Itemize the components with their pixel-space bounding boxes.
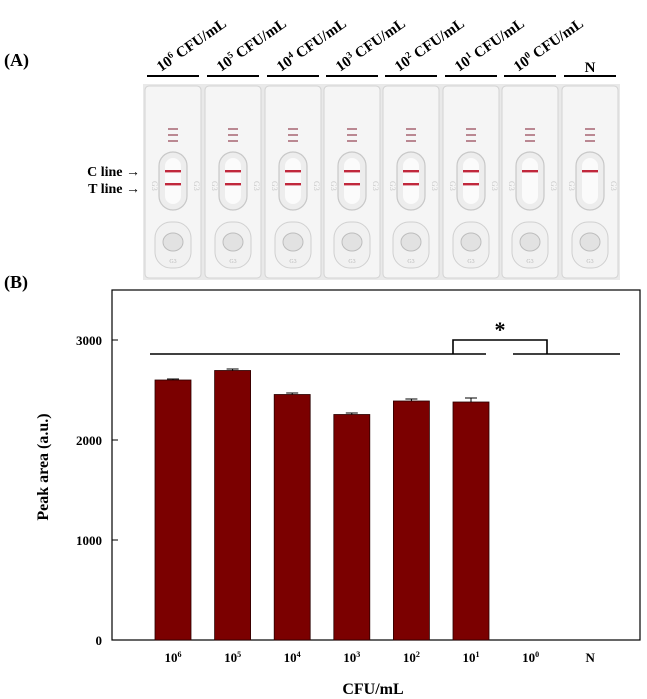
y-tick-label: 0: [96, 633, 103, 648]
t-line: [225, 183, 241, 186]
strip-code-right: G3: [549, 181, 558, 191]
t-line: [403, 183, 419, 186]
x-tick-label: 104: [284, 650, 301, 665]
c-line: [403, 170, 419, 173]
strip-code-left: G3: [329, 181, 338, 191]
bar: [333, 414, 371, 641]
panel-b-bar-chart: (B) 0 1000 2000 3000 106 105 104 103 102 101 100 N…: [4, 272, 641, 698]
t-line: [344, 183, 360, 186]
test-strip: G3 G3 G3: [204, 85, 262, 279]
membrane: [403, 158, 419, 204]
c-line: [165, 170, 181, 173]
test-strip: G3 G3 G3: [442, 85, 500, 279]
strip-code-left: G3: [567, 181, 576, 191]
test-strip: G3 G3 G3: [264, 85, 322, 279]
test-strip: G3 G3 G3: [501, 85, 559, 279]
membrane: [285, 158, 301, 204]
membrane: [582, 158, 598, 204]
c-line: [285, 170, 301, 173]
sample-code: G3: [348, 259, 355, 265]
strip-code-left: G3: [388, 181, 397, 191]
c-line: [463, 170, 479, 173]
x-tick-label: 105: [224, 650, 241, 665]
strip-code-right: G3: [192, 181, 201, 191]
strip-code-right: G3: [609, 181, 618, 191]
sample-well: [341, 232, 363, 252]
sample-well: [519, 232, 541, 252]
strip-code-left: G3: [270, 181, 279, 191]
strip-code-left: G3: [448, 181, 457, 191]
strip-code-left: G3: [507, 181, 516, 191]
bar: [214, 370, 252, 641]
strip-code-right: G3: [312, 181, 321, 191]
membrane: [463, 158, 479, 204]
t-line: [165, 183, 181, 186]
panel-a-label: (A): [4, 50, 29, 71]
sample-code: G3: [229, 259, 236, 265]
test-strip: G3 G3 G3: [561, 85, 619, 279]
membrane: [225, 158, 241, 204]
x-tick-label: N: [586, 650, 596, 665]
sample-well: [400, 232, 422, 252]
y-axis-title: Peak area (a.u.): [35, 413, 52, 520]
test-strip: G3 G3 G3: [323, 85, 381, 279]
x-tick-label: 103: [343, 650, 360, 665]
significance-asterisk: *: [495, 317, 506, 342]
sample-code: G3: [586, 259, 593, 265]
sample-code: G3: [169, 259, 176, 265]
bar: [154, 379, 192, 641]
c-line: [225, 170, 241, 173]
x-tick-labels: 106 105 104 103 102 101 100 N: [164, 650, 595, 665]
plot-frame: [111, 289, 641, 641]
strip-code-left: G3: [210, 181, 219, 191]
sample-well: [222, 232, 244, 252]
x-tick-label: 102: [403, 650, 420, 665]
strip-label: N: [585, 60, 596, 76]
strip-code-left: G3: [150, 181, 159, 191]
membrane: [522, 158, 538, 204]
bar: [273, 394, 311, 641]
x-axis-title: CFU/mL: [342, 681, 403, 698]
y-tick-label: 1000: [76, 533, 102, 548]
membrane: [344, 158, 360, 204]
bar: [452, 401, 490, 641]
t-line: [463, 183, 479, 186]
sample-code: G3: [289, 259, 296, 265]
bar: [392, 400, 430, 641]
sample-well: [162, 232, 184, 252]
y-tick-label: 3000: [76, 333, 102, 348]
y-axis: 0 1000 2000 3000: [76, 333, 118, 648]
t-line: [285, 183, 301, 186]
bars: [154, 368, 490, 641]
x-tick-label: 100: [522, 650, 539, 665]
strip-code-right: G3: [490, 181, 499, 191]
c-line: [582, 170, 598, 173]
strip-code-right: G3: [252, 181, 261, 191]
panel-b-label: (B): [4, 272, 28, 293]
test-strip: G3 G3 G3: [144, 85, 202, 279]
membrane: [165, 158, 181, 204]
t-line-label: T line →: [88, 182, 140, 197]
y-tick-label: 2000: [76, 433, 102, 448]
sample-code: G3: [467, 259, 474, 265]
test-strip: G3 G3 G3: [382, 85, 440, 279]
x-tick-label: 101: [462, 650, 479, 665]
sample-code: G3: [407, 259, 414, 265]
x-tick-label: 106: [164, 650, 181, 665]
sample-well: [460, 232, 482, 252]
sample-code: G3: [526, 259, 533, 265]
sample-well: [282, 232, 304, 252]
sample-well: [579, 232, 601, 252]
strip-code-right: G3: [371, 181, 380, 191]
c-line: [522, 170, 538, 173]
strip-code-right: G3: [430, 181, 439, 191]
significance-bracket: *: [150, 317, 620, 355]
bracket-line: [452, 339, 548, 354]
c-line: [344, 170, 360, 173]
c-line-label: C line →: [87, 165, 140, 180]
